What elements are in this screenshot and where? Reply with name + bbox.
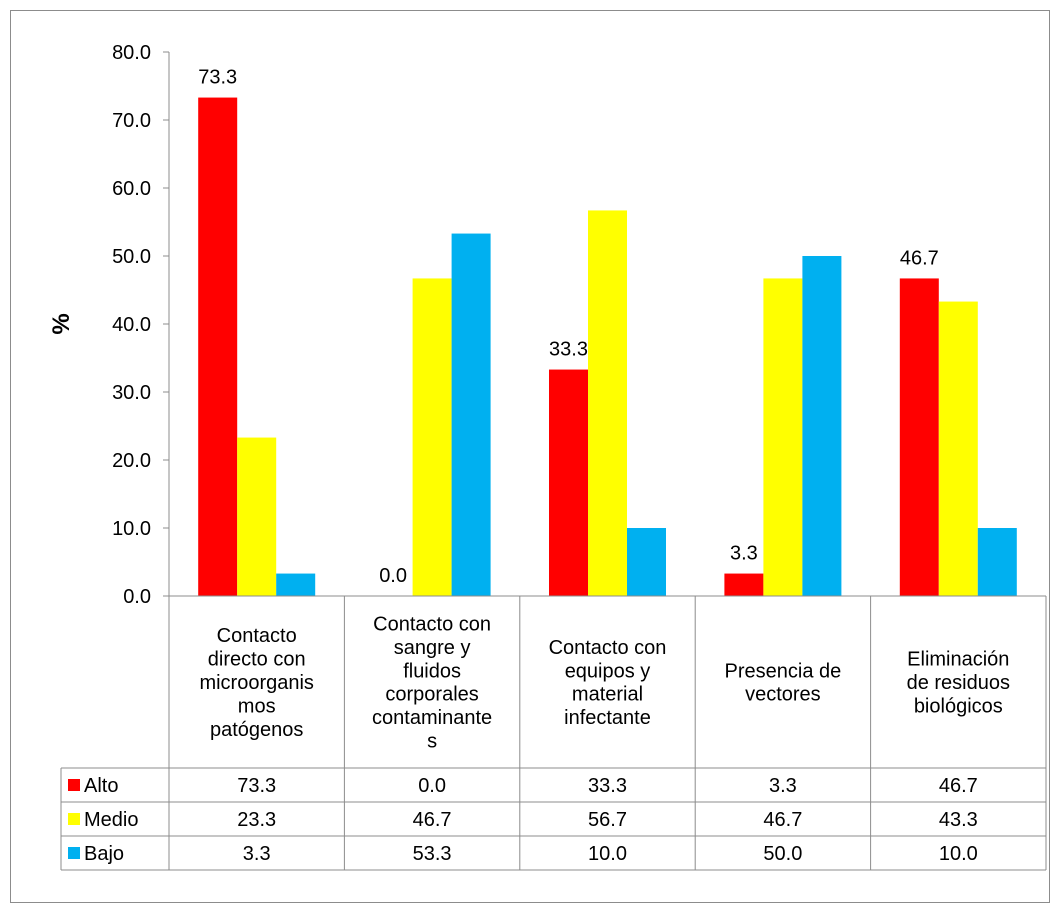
table-cell-value: 73.3 [237,775,276,797]
bar-value-label: 3.3 [730,543,758,565]
bar-alto [724,573,764,596]
table-cell-value: 3.3 [243,843,271,865]
table-cell-value: 46.7 [939,775,978,797]
bar-medio [412,278,452,596]
category-label: mos [238,695,276,717]
bar-bajo [802,256,842,596]
bar-medio [763,278,803,596]
category-label: corporales [385,684,478,706]
y-tick-label: 20.0 [112,450,151,472]
legend-label: Medio [84,809,138,831]
y-tick-label: 50.0 [112,246,151,268]
table-cell-value: 10.0 [588,843,627,865]
bar-alto [549,369,588,596]
table-cell-value: 10.0 [939,843,978,865]
category-label: de residuos [907,672,1010,694]
bar-bajo [451,233,491,596]
y-tick-label: 70.0 [112,110,151,132]
category-label: s [427,731,437,753]
y-axis-label: % [48,313,75,334]
category-label: Contacto con [373,614,491,636]
bar-alto [899,278,939,596]
y-tick-label: 60.0 [112,178,151,200]
y-tick-label: 30.0 [112,382,151,404]
y-tick-label: 0.0 [123,586,151,608]
table-cell-value: 46.7 [763,809,802,831]
category-label: material [572,684,643,706]
legend-key-bajo [68,847,80,859]
bar-chart: 0.0 10.0 20.0 30.0 40.0 50.0 60.0 70.0 80.0% 73.3… [48,42,1047,871]
table-cell-value: 53.3 [413,843,452,865]
y-tick-label: 40.0 [112,314,151,336]
bar-bajo [977,528,1017,596]
category-label: Contacto con [549,637,667,659]
bar-alto [198,97,238,596]
bar-value-label: 73.3 [198,67,237,89]
legend-label: Alto [84,775,118,797]
category-label: vectores [745,684,821,706]
category-label: infectante [564,707,651,729]
table-cell-value: 56.7 [588,809,627,831]
category-label: patógenos [210,719,303,741]
bar-medio [588,210,627,596]
category-label: Eliminación [907,649,1009,671]
legend-key-alto [68,779,80,791]
bar-bajo [276,573,316,596]
category-label: directo con [208,649,306,671]
chart-frame: 0.0 10.0 20.0 30.0 40.0 50.0 60.0 70.0 80.0% 73.3… [10,10,1050,903]
category-label: equipos y [565,660,651,682]
category-label: microorganis [199,672,313,694]
category-label: biológicos [914,695,1003,717]
table-cell-value: 3.3 [769,775,797,797]
table-cell-value: 50.0 [763,843,802,865]
bar-value-label: 33.3 [549,339,588,361]
table-cell-value: 33.3 [588,775,627,797]
table-cell-value: 23.3 [237,809,276,831]
category-label: Presencia de [725,660,842,682]
category-label: fluidos [403,660,461,682]
category-label: sangre y [394,637,471,659]
y-tick-label: 80.0 [112,42,151,64]
table-cell-value: 0.0 [418,775,446,797]
legend-label: Bajo [84,843,124,865]
table-cell-value: 43.3 [939,809,978,831]
y-tick-label: 10.0 [112,518,151,540]
bar-medio [938,301,978,596]
category-label: Contacto [217,625,297,647]
bar-value-label: 0.0 [379,565,407,587]
bar-value-label: 46.7 [900,247,939,269]
bar-bajo [627,528,666,596]
table-cell-value: 46.7 [413,809,452,831]
category-label: contaminante [372,707,492,729]
legend-key-medio [68,813,80,825]
bar-medio [237,437,277,596]
